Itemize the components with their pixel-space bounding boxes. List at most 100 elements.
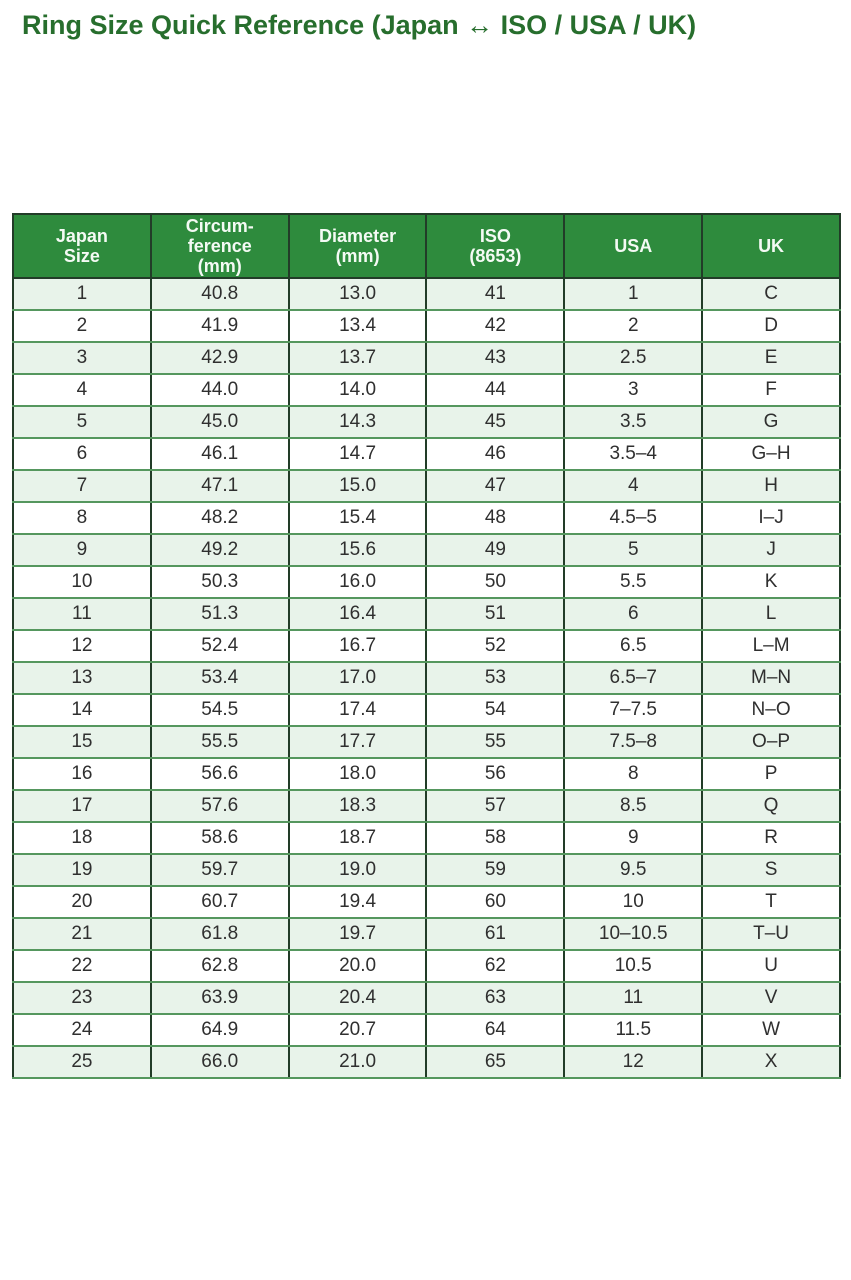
table-cell-uk: W xyxy=(701,1013,841,1048)
table-cell-iso-8653: 63 xyxy=(425,981,566,1016)
column-header-iso-8653: ISO (8653) xyxy=(425,212,566,280)
table-cell-uk: H xyxy=(701,469,841,504)
table-cell-usa: 6.5–7 xyxy=(563,661,704,696)
table-cell-japan-size: 8 xyxy=(12,501,152,536)
table-cell-uk: G–H xyxy=(701,437,841,472)
table-cell-circumference-mm: 40.8 xyxy=(149,277,290,312)
table-cell-iso-8653: 65 xyxy=(425,1045,566,1080)
table-row: 7 47.1 15.0 47 4 H xyxy=(12,469,841,504)
table-cell-diameter-mm: 16.0 xyxy=(287,565,428,600)
table-cell-uk: U xyxy=(701,949,841,984)
table-cell-circumference-mm: 51.3 xyxy=(149,597,290,632)
table-cell-usa: 9 xyxy=(563,821,704,856)
table-cell-iso-8653: 50 xyxy=(425,565,566,600)
table-cell-japan-size: 17 xyxy=(12,789,152,824)
table-cell-uk: S xyxy=(701,853,841,888)
table-cell-uk: R xyxy=(701,821,841,856)
page-title: Ring Size Quick Reference (Japan ↔ ISO /… xyxy=(22,10,697,40)
table-cell-circumference-mm: 57.6 xyxy=(149,789,290,824)
table-cell-iso-8653: 51 xyxy=(425,597,566,632)
table-row: 1 40.8 13.0 41 1 C xyxy=(12,277,841,312)
table-cell-japan-size: 2 xyxy=(12,309,152,344)
table-cell-iso-8653: 57 xyxy=(425,789,566,824)
table-cell-diameter-mm: 17.4 xyxy=(287,693,428,728)
table-cell-diameter-mm: 14.3 xyxy=(287,405,428,440)
table-cell-iso-8653: 45 xyxy=(425,405,566,440)
table-row: 16 56.6 18.0 56 8 P xyxy=(12,757,841,792)
table-row: 9 49.2 15.6 49 5 J xyxy=(12,533,841,568)
table-cell-diameter-mm: 18.0 xyxy=(287,757,428,792)
table-row: 18 58.6 18.7 58 9 R xyxy=(12,821,841,856)
table-row: 6 46.1 14.7 46 3.5–4 G–H xyxy=(12,437,841,472)
table-cell-iso-8653: 64 xyxy=(425,1013,566,1048)
table-row: 20 60.7 19.4 60 10 T xyxy=(12,885,841,920)
table-row: 21 61.8 19.7 61 10–10.5 T–U xyxy=(12,917,841,952)
table-cell-japan-size: 3 xyxy=(12,341,152,376)
table-cell-usa: 6.5 xyxy=(563,629,704,664)
table-cell-uk: G xyxy=(701,405,841,440)
table-cell-diameter-mm: 17.0 xyxy=(287,661,428,696)
table-cell-diameter-mm: 19.7 xyxy=(287,917,428,952)
table-cell-japan-size: 22 xyxy=(12,949,152,984)
table-row: 17 57.6 18.3 57 8.5 Q xyxy=(12,789,841,824)
table-cell-uk: V xyxy=(701,981,841,1016)
table-cell-uk: N–O xyxy=(701,693,841,728)
table-row: 8 48.2 15.4 48 4.5–5 I–J xyxy=(12,501,841,536)
table-cell-uk: J xyxy=(701,533,841,568)
table-cell-japan-size: 15 xyxy=(12,725,152,760)
table-cell-diameter-mm: 20.4 xyxy=(287,981,428,1016)
table-cell-usa: 10–10.5 xyxy=(563,917,704,952)
table-cell-diameter-mm: 14.7 xyxy=(287,437,428,472)
table-cell-iso-8653: 60 xyxy=(425,885,566,920)
table-cell-circumference-mm: 63.9 xyxy=(149,981,290,1016)
table-cell-japan-size: 18 xyxy=(12,821,152,856)
table-cell-japan-size: 25 xyxy=(12,1045,152,1080)
table-cell-circumference-mm: 46.1 xyxy=(149,437,290,472)
table-cell-japan-size: 4 xyxy=(12,373,152,408)
table-cell-usa: 4.5–5 xyxy=(563,501,704,536)
table-cell-circumference-mm: 48.2 xyxy=(149,501,290,536)
table-cell-circumference-mm: 55.5 xyxy=(149,725,290,760)
table-row: 15 55.5 17.7 55 7.5–8 O–P xyxy=(12,725,841,760)
table-row: 3 42.9 13.7 43 2.5 E xyxy=(12,341,841,376)
table-row: 24 64.9 20.7 64 11.5 W xyxy=(12,1013,841,1048)
table-cell-circumference-mm: 64.9 xyxy=(149,1013,290,1048)
table-cell-usa: 12 xyxy=(563,1045,704,1080)
table-cell-iso-8653: 53 xyxy=(425,661,566,696)
table-cell-iso-8653: 47 xyxy=(425,469,566,504)
table-body: 1 40.8 13.0 41 1 C 2 41.9 13.4 42 2 D 3 42.9 13.7 43 2.5… xyxy=(12,277,841,1080)
table-cell-usa: 2 xyxy=(563,309,704,344)
column-header-circumference-mm: Circum- ference (mm) xyxy=(149,212,290,280)
table-cell-usa: 3.5 xyxy=(563,405,704,440)
table-cell-diameter-mm: 15.4 xyxy=(287,501,428,536)
table-cell-usa: 1 xyxy=(563,277,704,312)
table-cell-japan-size: 20 xyxy=(12,885,152,920)
table-cell-usa: 3 xyxy=(563,373,704,408)
table-cell-usa: 9.5 xyxy=(563,853,704,888)
table-cell-circumference-mm: 58.6 xyxy=(149,821,290,856)
table-cell-diameter-mm: 13.7 xyxy=(287,341,428,376)
table-header: Japan Size Circum- ference (mm) Diameter (… xyxy=(12,212,841,280)
table-cell-iso-8653: 48 xyxy=(425,501,566,536)
table-cell-diameter-mm: 20.7 xyxy=(287,1013,428,1048)
table-cell-japan-size: 13 xyxy=(12,661,152,696)
table-cell-diameter-mm: 20.0 xyxy=(287,949,428,984)
table-header-row: Japan Size Circum- ference (mm) Diameter (… xyxy=(12,212,841,280)
table-cell-japan-size: 21 xyxy=(12,917,152,952)
table-cell-uk: I–J xyxy=(701,501,841,536)
column-header-uk: UK xyxy=(701,212,841,280)
table-cell-diameter-mm: 14.0 xyxy=(287,373,428,408)
table-cell-diameter-mm: 18.3 xyxy=(287,789,428,824)
table-row: 23 63.9 20.4 63 11 V xyxy=(12,981,841,1016)
table-cell-iso-8653: 42 xyxy=(425,309,566,344)
table-row: 25 66.0 21.0 65 12 X xyxy=(12,1045,841,1080)
table-cell-japan-size: 19 xyxy=(12,853,152,888)
table-cell-diameter-mm: 17.7 xyxy=(287,725,428,760)
table-cell-uk: D xyxy=(701,309,841,344)
table-cell-iso-8653: 59 xyxy=(425,853,566,888)
table-cell-uk: F xyxy=(701,373,841,408)
table-cell-iso-8653: 43 xyxy=(425,341,566,376)
table-cell-usa: 3.5–4 xyxy=(563,437,704,472)
table-cell-usa: 6 xyxy=(563,597,704,632)
table-cell-circumference-mm: 44.0 xyxy=(149,373,290,408)
